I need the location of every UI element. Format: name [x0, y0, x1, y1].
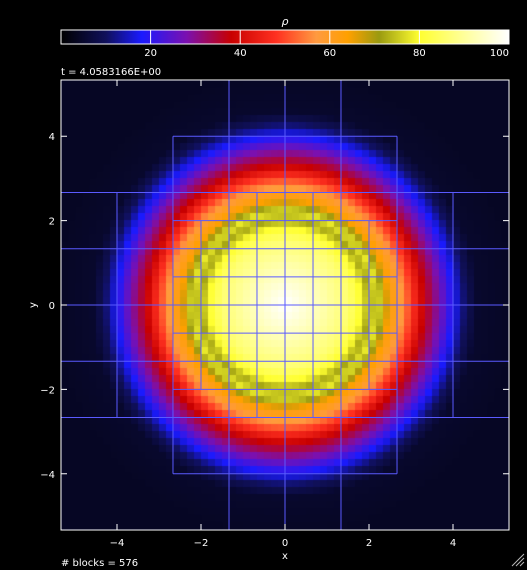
x-axis: −4 −2 0 2 4	[110, 80, 456, 549]
y-axis: −4 −2 0 2 4	[40, 132, 509, 481]
y-axis-label: y	[28, 302, 39, 308]
y-tick-label: 0	[49, 301, 55, 312]
blocks-count-label: # blocks = 576	[61, 558, 138, 569]
colorbar-label: ρ	[282, 15, 289, 28]
y-tick-label: 2	[49, 217, 55, 228]
x-tick-label: −4	[110, 538, 125, 549]
y-tick-label: −2	[40, 385, 55, 396]
x-tick-label: 2	[366, 538, 372, 549]
x-tick-label: −2	[194, 538, 209, 549]
colorbar-tick-label: 20	[144, 48, 157, 59]
amr-block-grid	[61, 80, 509, 530]
colorbar	[60, 29, 510, 45]
colorbar-tick-label: 100	[490, 48, 509, 59]
x-tick-label: 4	[450, 538, 456, 549]
x-tick-label: 0	[282, 538, 288, 549]
colorbar-tick-label: 80	[413, 48, 426, 59]
colorbar-tick-label: 60	[323, 48, 336, 59]
y-tick-label: 4	[49, 132, 55, 143]
time-label: t = 4.0583166E+00	[61, 67, 161, 78]
resize-grip-icon[interactable]	[511, 553, 525, 567]
colorbar-tick-label: 40	[234, 48, 247, 59]
x-axis-label: x	[282, 551, 288, 562]
colorbar-ticks: 20 40 60 80 100	[144, 30, 510, 59]
y-tick-label: −4	[40, 470, 55, 481]
